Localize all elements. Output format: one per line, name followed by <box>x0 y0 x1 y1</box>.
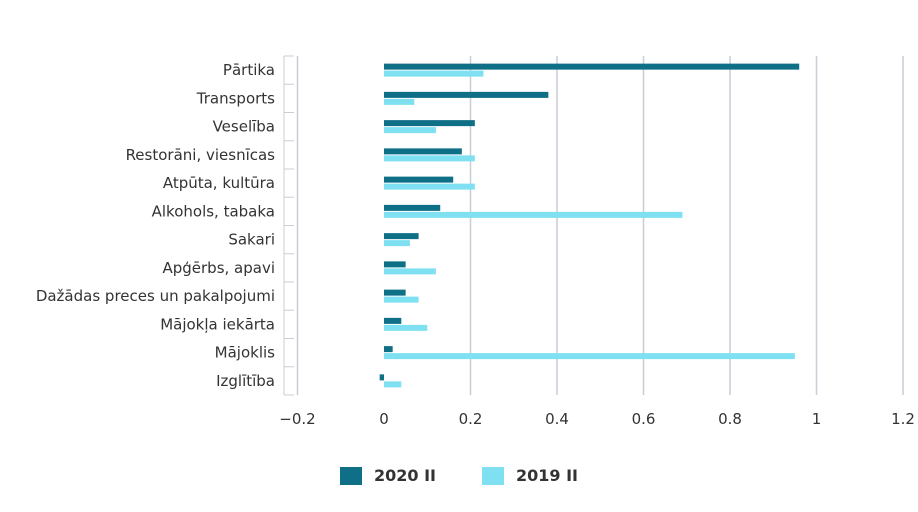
bar-series-1[interactable] <box>384 261 406 268</box>
bar-series-1[interactable] <box>384 148 462 155</box>
bar-series-1[interactable] <box>379 374 384 381</box>
tick-labels: −0.2 0 0.2 0.4 0.6 0.8 1 1.2 <box>279 410 915 428</box>
category-label: Mājokļa iekārta <box>160 315 275 333</box>
category-label: Sakari <box>228 231 275 249</box>
bar-series-1[interactable] <box>384 176 454 183</box>
x-tick-label: 0.8 <box>718 410 742 428</box>
bar-series-2[interactable] <box>384 155 475 162</box>
bar-series-2[interactable] <box>384 211 683 218</box>
category-label: Transports <box>196 89 275 107</box>
x-tick-label: −0.2 <box>279 410 315 428</box>
bar-series-2[interactable] <box>384 98 415 105</box>
category-label: Veselība <box>213 118 275 136</box>
x-tick-label: 1.2 <box>891 410 915 428</box>
legend-swatch-series-2 <box>482 466 504 485</box>
category-label: Izglītība <box>216 372 275 390</box>
x-tick-label: 0.2 <box>459 410 483 428</box>
bar-series-2[interactable] <box>384 324 428 331</box>
category-label: Mājoklis <box>215 344 276 362</box>
category-axis <box>283 55 294 396</box>
category-label: Apģērbs, apavi <box>162 259 275 277</box>
legend-label-series-2: 2019 II <box>516 466 579 485</box>
bar-series-2[interactable] <box>384 381 402 388</box>
legend-item-series-2[interactable]: 2019 II <box>482 466 578 485</box>
legend: 2020 II 2019 II <box>0 466 918 485</box>
category-label: Pārtika <box>223 61 275 79</box>
bar-series-1[interactable] <box>384 204 441 211</box>
x-tick-label: 1 <box>812 410 822 428</box>
bar-series-1[interactable] <box>384 233 419 240</box>
legend-item-series-1[interactable]: 2020 II <box>339 466 436 485</box>
legend-label-series-1: 2020 II <box>373 466 436 485</box>
category-label: Dažādas preces un pakalpojumi <box>36 287 275 305</box>
bar-series-2[interactable] <box>384 268 436 275</box>
bar-series-1[interactable] <box>384 63 800 70</box>
category-label: Restorāni, viesnīcas <box>126 146 276 164</box>
bar-series-1[interactable] <box>384 346 393 353</box>
bar-series-1[interactable] <box>384 91 549 98</box>
gridlines <box>296 56 904 395</box>
category-label: Alkohols, tabaka <box>152 202 275 220</box>
x-tick-label: 0 <box>379 410 389 428</box>
category-labels: Pārtika Transports Veselība Restorāni, vies… <box>36 61 275 390</box>
bar-series-1[interactable] <box>384 289 406 296</box>
bar-series-2[interactable] <box>384 353 795 360</box>
category-label: Atpūta, kultūra <box>163 174 275 192</box>
x-tick-label: 0.4 <box>545 410 569 428</box>
x-tick-label: 0.6 <box>632 410 656 428</box>
bars <box>379 63 800 388</box>
bar-series-2[interactable] <box>384 296 419 303</box>
bar-series-1[interactable] <box>384 120 475 127</box>
bar-series-2[interactable] <box>384 240 410 247</box>
legend-swatch-series-1 <box>339 466 362 485</box>
bar-series-1[interactable] <box>384 317 402 324</box>
bar-series-2[interactable] <box>384 127 436 134</box>
bar-series-2[interactable] <box>384 183 475 190</box>
bar-series-2[interactable] <box>384 70 484 77</box>
